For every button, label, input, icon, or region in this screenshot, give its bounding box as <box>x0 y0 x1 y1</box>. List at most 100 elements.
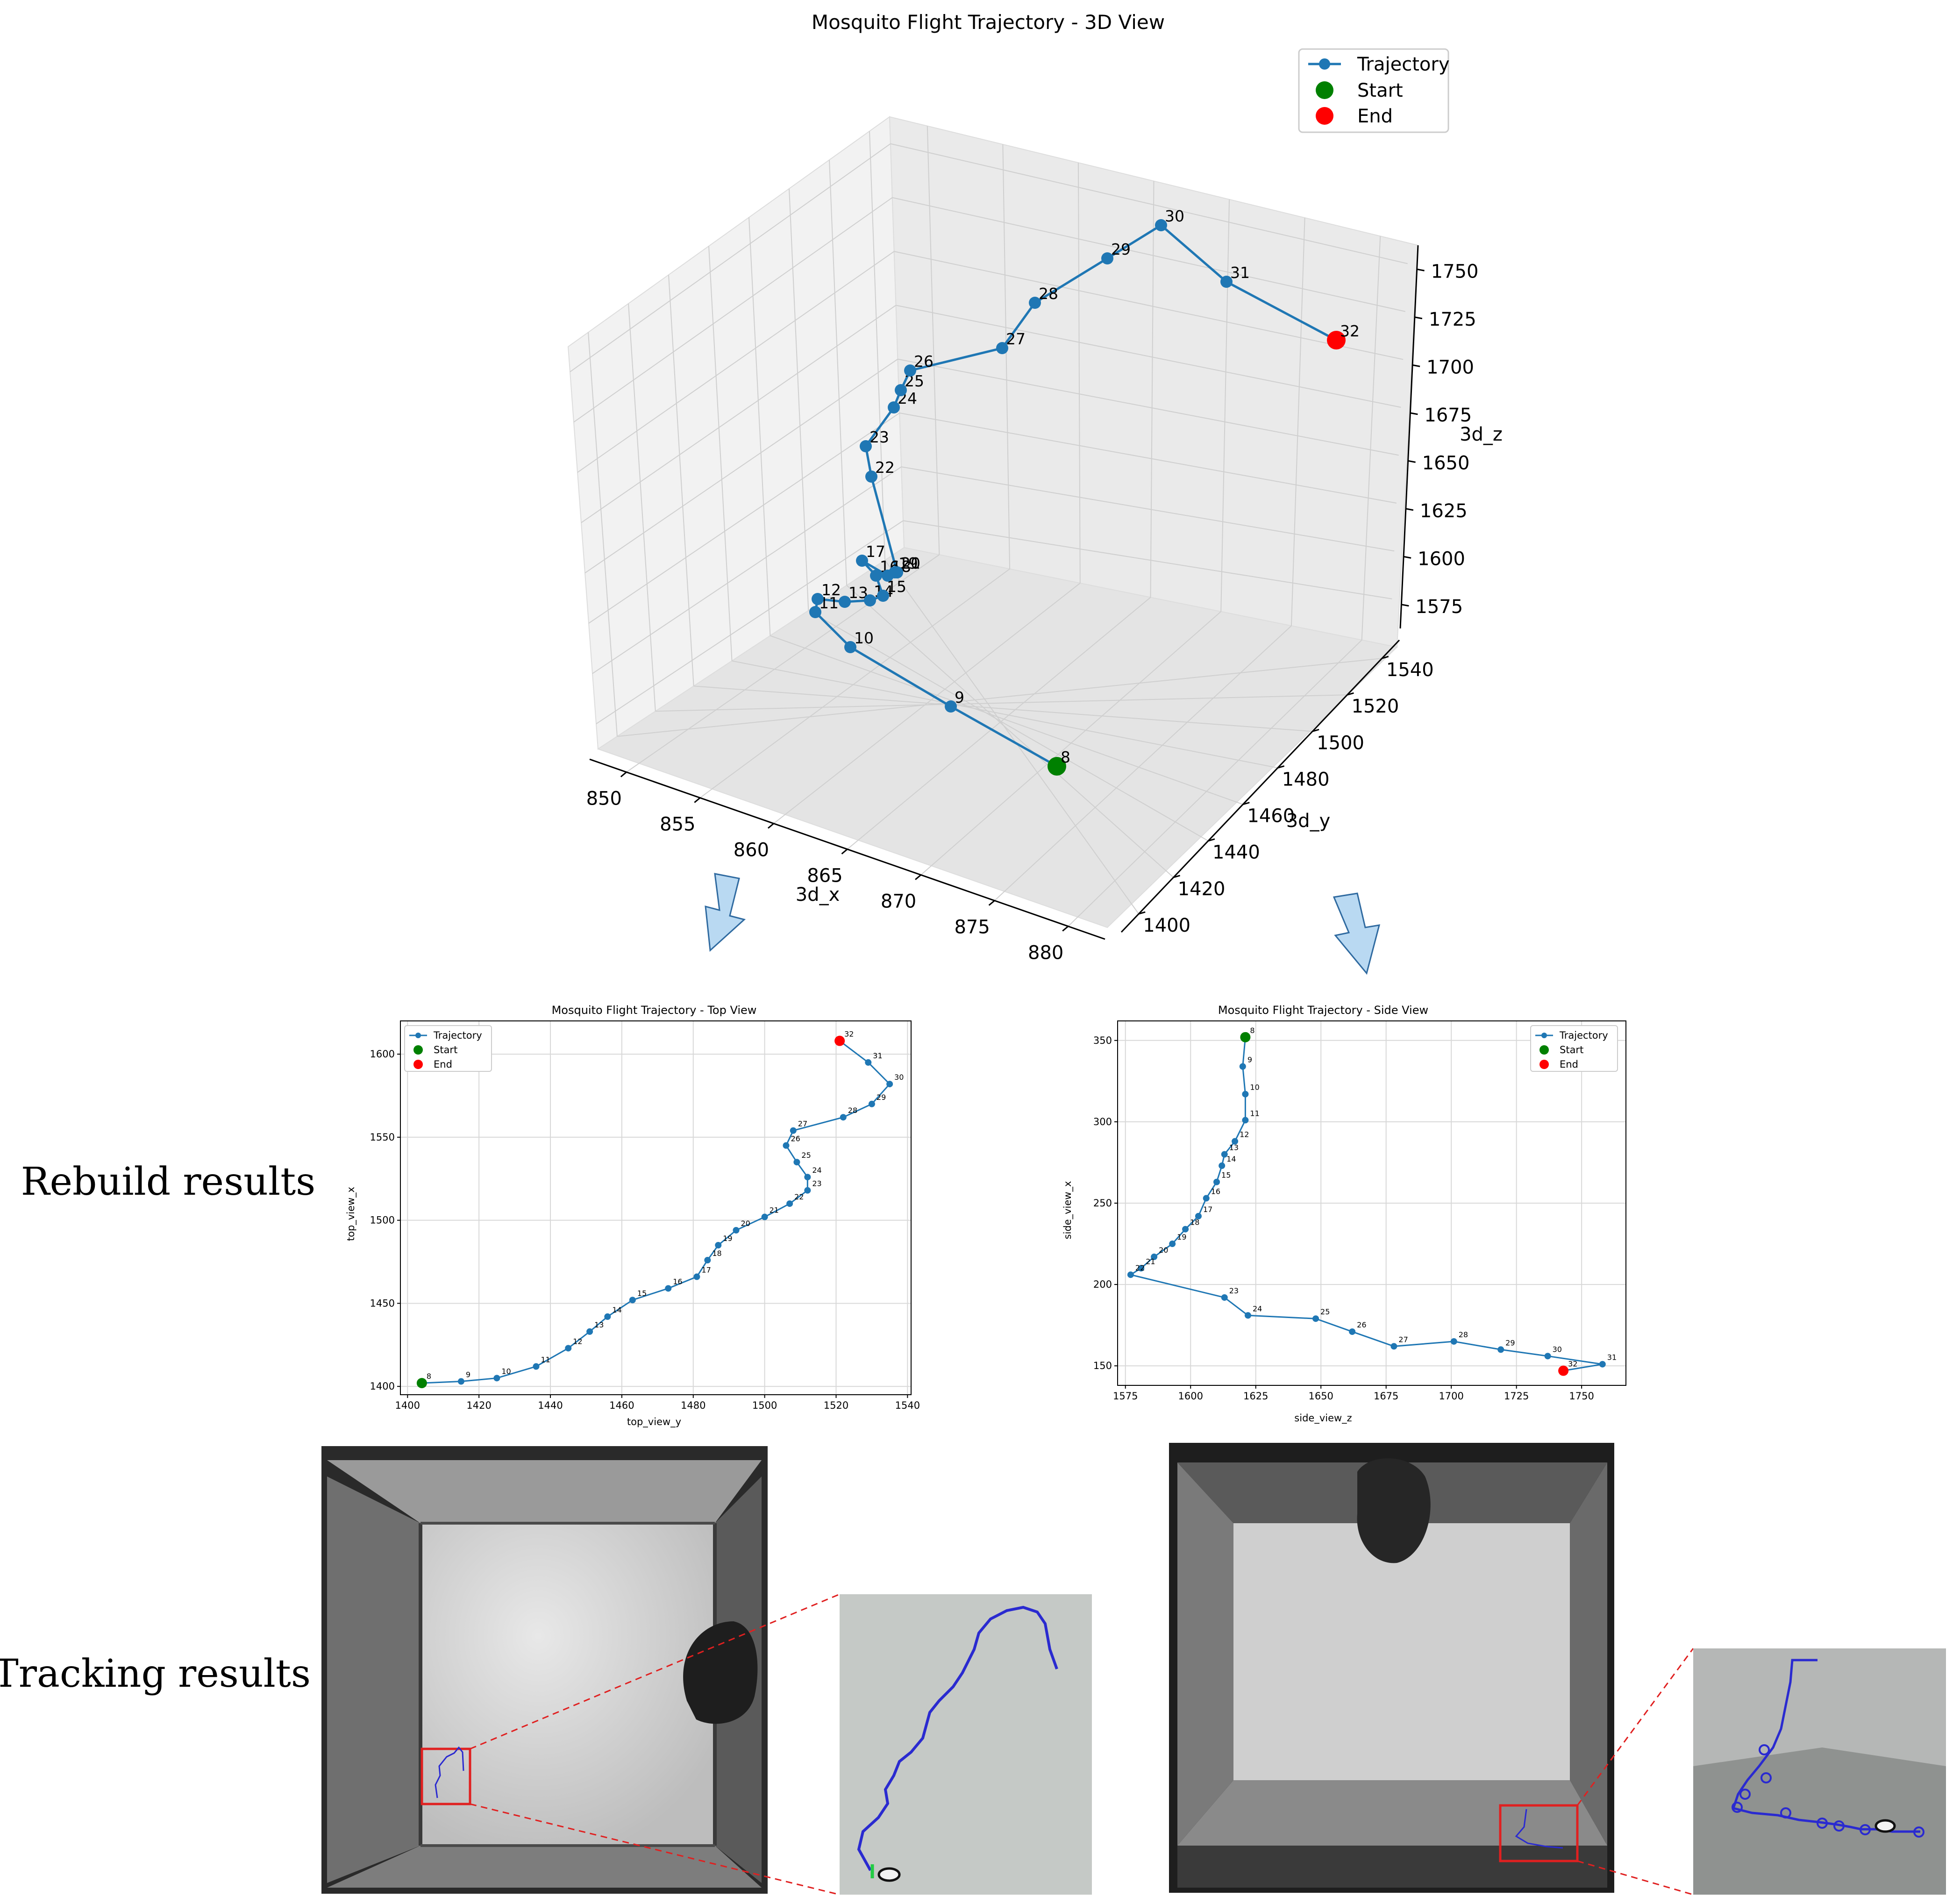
side-camera-bottom-bar <box>1177 1846 1607 1888</box>
side-camera-zoom-box <box>1499 1804 1579 1862</box>
arrow-down-right <box>1333 892 1381 975</box>
y-tick-label: 350 <box>1093 1035 1112 1046</box>
y-axis-line <box>1120 639 1400 933</box>
grid-line-z <box>899 412 1397 504</box>
side-view-title: Mosquito Flight Trajectory - Side View <box>1218 1004 1428 1017</box>
trajectory-point-label: 16 <box>1211 1187 1220 1196</box>
x-tick-label: 880 <box>1028 942 1063 964</box>
z-tick-label: 1675 <box>1424 405 1472 426</box>
trajectory-point-label: 29 <box>877 1093 886 1102</box>
top-camera-floor <box>421 1523 715 1846</box>
z-tick-mark <box>1401 604 1409 607</box>
trajectory-point-3d <box>877 590 889 602</box>
pane-floor <box>597 547 1398 928</box>
trajectory-point-label: 13 <box>1229 1143 1239 1152</box>
legend-3d-end-icon <box>1316 107 1333 125</box>
x-tick-mark <box>915 874 922 880</box>
x-tick-mark <box>694 797 701 803</box>
x-tick-label: 1520 <box>824 1400 848 1411</box>
side-zoom-connector <box>1576 1648 1694 1806</box>
x-axis-line <box>589 758 1105 940</box>
trajectory-point-label: 22 <box>1135 1263 1145 1272</box>
grid-line-z <box>588 413 900 624</box>
trajectory-point <box>1182 1226 1189 1233</box>
trajectory-point <box>1390 1343 1397 1350</box>
x-tick-mark <box>1062 926 1069 932</box>
grid-line-z <box>898 358 1399 456</box>
trajectory-point-label: 9 <box>1247 1055 1252 1064</box>
y-tick-label: 1500 <box>1317 732 1364 754</box>
y-tick-label: 1520 <box>1352 696 1399 717</box>
z-tick-label: 1575 <box>1415 596 1463 618</box>
track-marker <box>1739 1789 1751 1800</box>
trajectory-point-3d <box>1029 297 1041 309</box>
side-view-legend-end: End <box>1560 1059 1578 1070</box>
trajectory-point-label: 14 <box>612 1305 621 1314</box>
trajectory-point-label: 8 <box>1250 1026 1254 1035</box>
z-tick-label: 1625 <box>1420 500 1468 522</box>
trajectory-point-label: 11 <box>1250 1109 1259 1118</box>
grid-line-x <box>1361 236 1381 640</box>
top-view-legend-end: End <box>434 1059 452 1070</box>
grid-line-y <box>884 560 1140 914</box>
trajectory-point-label: 24 <box>812 1166 821 1175</box>
trajectory-point-label: 28 <box>1459 1330 1468 1339</box>
trajectory-point <box>1169 1241 1176 1248</box>
y-tick-label: 1550 <box>370 1132 395 1143</box>
trajectory-point <box>1239 1063 1246 1070</box>
trajectory-point-label: 31 <box>873 1051 882 1060</box>
trajectory-point <box>1203 1195 1210 1202</box>
trajectory-point-label-3d: 10 <box>854 629 874 647</box>
grid-line-y <box>655 694 1347 712</box>
side-view-legend: Trajectory Start End <box>1530 1025 1618 1072</box>
y-tick-label: 200 <box>1093 1279 1112 1290</box>
grid-line-x <box>927 126 940 555</box>
trajectory-point-label: 19 <box>723 1234 732 1243</box>
trajectory-point <box>790 1127 797 1134</box>
trajectory-point <box>629 1297 636 1304</box>
trajectory-point <box>786 1200 793 1207</box>
trajectory-point-label: 26 <box>1357 1320 1366 1329</box>
trajectory-point <box>886 1081 893 1088</box>
grid-line-x <box>1002 144 1011 569</box>
trajectory-point-label: 18 <box>1190 1218 1199 1227</box>
grid-line-z <box>570 143 891 372</box>
trajectory-point <box>586 1328 593 1335</box>
trajectory-point <box>793 1159 800 1166</box>
chart-side-view: Mosquito Flight Trajectory - Side View s… <box>1062 1004 1626 1424</box>
grid-line-z <box>892 197 1406 312</box>
side-camera-track <box>1515 1809 1563 1849</box>
trajectory-point <box>493 1375 500 1382</box>
trajectory-point-label: 25 <box>801 1151 811 1160</box>
grid-line-x <box>1290 218 1305 626</box>
trajectory-point-label: 29 <box>1505 1338 1515 1347</box>
side-camera-floor <box>1177 1780 1607 1846</box>
top-camera-object <box>683 1621 758 1724</box>
trajectory-point-3d <box>839 596 851 608</box>
trajectory-point <box>1312 1315 1319 1322</box>
grid-line-y <box>732 660 1278 769</box>
trajectory-point-label: 22 <box>794 1192 804 1201</box>
y-tick-label: 1400 <box>1143 915 1190 936</box>
grid-line-z <box>577 251 895 473</box>
trajectory-point-label: 12 <box>573 1337 582 1346</box>
grid-line-z <box>584 358 898 574</box>
z-tick-mark <box>1414 316 1423 320</box>
side-zoom-connector <box>1577 1860 1694 1896</box>
track-marker <box>1759 1744 1770 1755</box>
trajectory-point-label: 19 <box>1177 1233 1186 1241</box>
trajectory-point-label-3d: 21 <box>901 554 920 572</box>
top-zoom-track <box>857 1605 1058 1871</box>
trajectory-point-label: 30 <box>894 1073 904 1082</box>
track-marker <box>1913 1826 1924 1838</box>
trajectory-point-label-3d: 31 <box>1230 264 1250 282</box>
trajectory-point-label: 9 <box>466 1370 470 1379</box>
legend-3d-box <box>1298 48 1449 133</box>
legend-3d-end: End <box>1357 106 1393 127</box>
side-zoom-track <box>1732 1659 1920 1833</box>
grid-line-z <box>890 143 1408 264</box>
grid-line-z <box>903 520 1392 599</box>
top-view-legend-trajectory: Trajectory <box>433 1030 482 1041</box>
grid-line-z <box>896 305 1401 408</box>
grid-line-x <box>626 554 940 773</box>
